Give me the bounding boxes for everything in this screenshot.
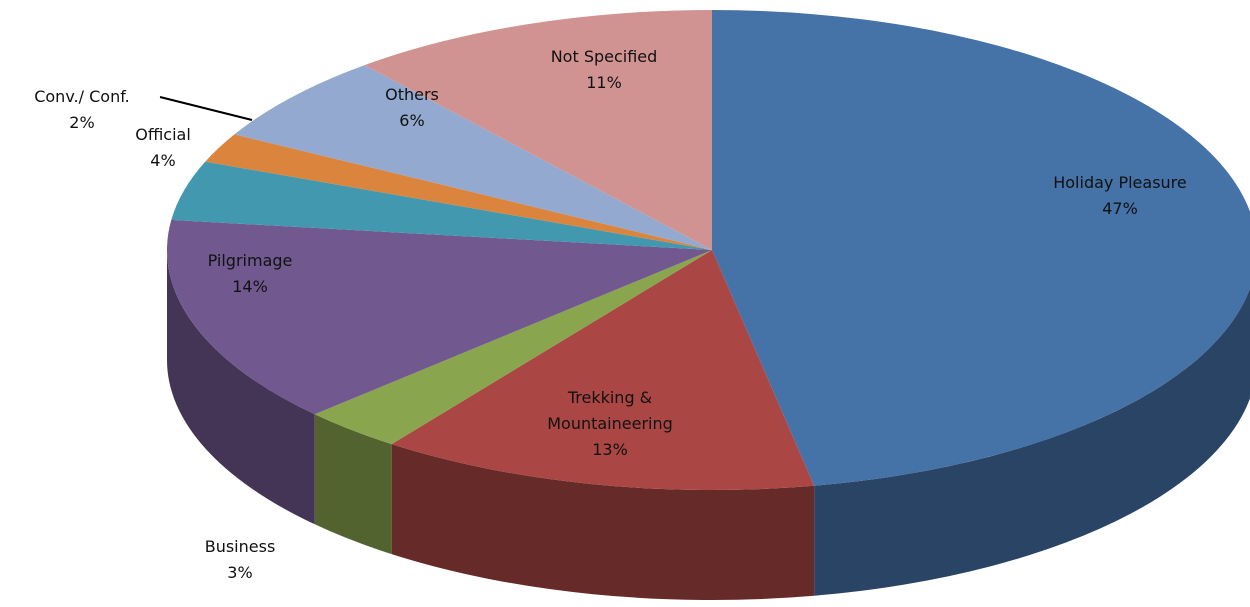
percent-label: 6% [399,111,425,130]
category-name: Not Specified [550,47,658,66]
slice [712,10,1250,486]
slice-label: Business 3% [180,534,300,586]
percent-label: 2% [69,113,95,132]
slice [314,250,712,445]
slice-label: Conv./ Conf. 2% [12,84,152,136]
slice-side [391,444,815,600]
percent-label: 3% [227,563,253,582]
slice-label: Trekking & Mountaineering 13% [510,385,710,463]
slice-side [167,250,315,525]
category-name: Pilgrimage [207,251,293,270]
category-name: Conv./ Conf. [34,87,130,106]
category-name: Holiday Pleasure [1053,173,1187,192]
slice-label: Others 6% [352,82,472,134]
percent-label: 47% [1102,199,1138,218]
slice [167,219,713,415]
slice [391,250,815,490]
leader-line [159,96,253,121]
percent-label: 14% [232,277,268,296]
slice [205,134,712,250]
slice-label: Holiday Pleasure 47% [1020,170,1220,222]
percent-label: 11% [586,73,622,92]
slice-label: Pilgrimage 14% [180,248,320,300]
category-name: Others [385,85,439,104]
slice [364,10,712,250]
slice [234,65,713,251]
category-name: Business [204,537,276,556]
slice-side [814,288,1250,596]
slice-side [314,414,392,555]
category-name: Trekking & Mountaineering [547,388,673,433]
slice [171,161,712,250]
pie-sides [167,250,1250,600]
slice-label: Official 4% [113,122,213,174]
category-name: Official [135,125,191,144]
percent-label: 4% [150,151,176,170]
percent-label: 13% [592,440,628,459]
pie-tops [167,10,1250,490]
slice-label: Not Specified 11% [514,44,694,96]
